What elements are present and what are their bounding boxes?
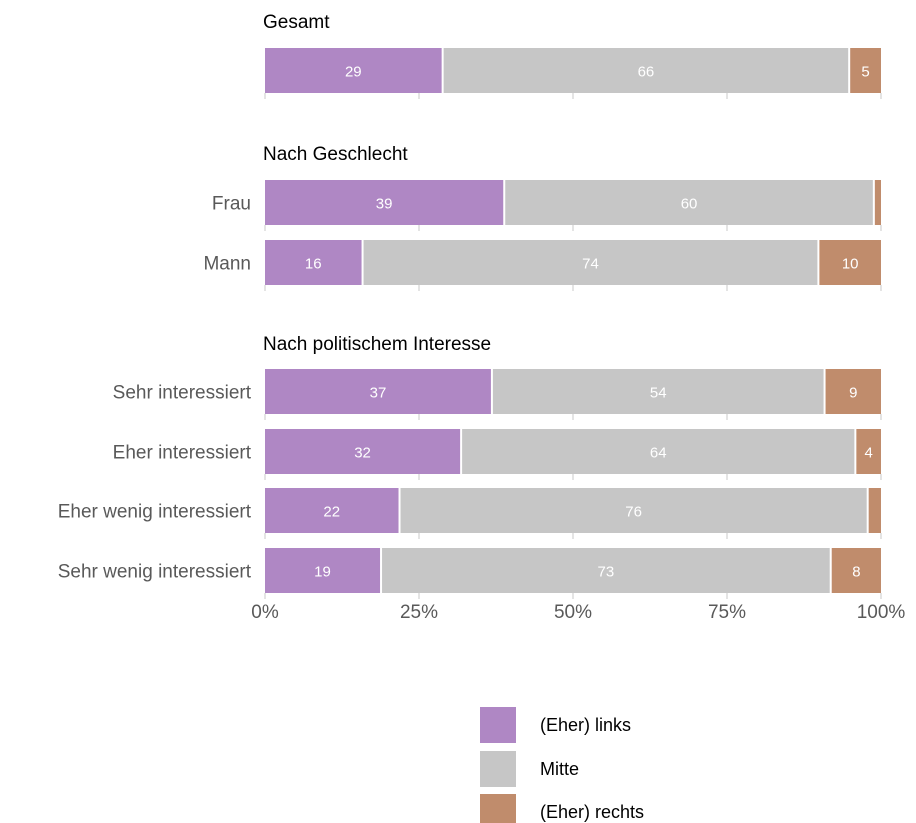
bar-segment xyxy=(400,488,867,533)
data-label: 29 xyxy=(345,64,362,81)
data-label: 8 xyxy=(852,564,860,581)
bar-segment xyxy=(874,180,881,225)
x-tick-label: 50% xyxy=(554,602,592,623)
bar-segment xyxy=(265,48,442,93)
bar-row: Frau 39 60 xyxy=(212,180,882,231)
x-axis: 0% 25% 50% 75% 100% xyxy=(251,602,905,623)
data-label: 22 xyxy=(323,504,340,521)
bar-row: Sehr wenig interessiert 19 73 8 xyxy=(58,548,882,599)
data-label: 37 xyxy=(370,385,387,402)
bar-row: Eher interessiert 32 64 4 xyxy=(113,429,882,480)
row-label: Mann xyxy=(203,254,251,275)
legend-swatch xyxy=(480,707,516,743)
row-label: Frau xyxy=(212,194,251,215)
data-label: 73 xyxy=(598,564,615,581)
row-label: Sehr interessiert xyxy=(113,383,252,404)
bar-segment xyxy=(492,369,824,414)
bar-segment xyxy=(825,369,881,414)
bar-segment xyxy=(443,48,849,93)
bar-segment xyxy=(505,180,873,225)
data-label: 66 xyxy=(638,64,655,81)
data-label: 76 xyxy=(625,504,642,521)
data-label: 5 xyxy=(861,64,869,81)
legend-item: (Eher) links xyxy=(480,707,631,743)
row-label: Eher interessiert xyxy=(113,443,252,464)
bar-segment xyxy=(831,548,881,593)
legend-label: (Eher) rechts xyxy=(540,802,644,822)
row-ticks xyxy=(264,285,882,291)
legend-swatch xyxy=(480,794,516,823)
bar-segment xyxy=(462,429,855,474)
data-label: 10 xyxy=(842,256,859,273)
bar-segment xyxy=(265,180,504,225)
bar-row: 29 66 5 xyxy=(264,48,882,99)
row-label: Sehr wenig interessiert xyxy=(58,562,252,583)
row-ticks xyxy=(264,533,882,539)
panel-2: Nach politischem Interesse Sehr interessi… xyxy=(58,334,882,599)
data-label: 32 xyxy=(354,445,371,462)
data-label: 60 xyxy=(681,196,698,213)
legend-label: Mitte xyxy=(540,759,579,779)
data-label: 16 xyxy=(305,256,322,273)
bar-segment xyxy=(850,48,881,93)
bar-segment xyxy=(856,429,881,474)
legend-label: (Eher) links xyxy=(540,715,631,735)
panel-title: Nach politischem Interesse xyxy=(263,334,491,355)
row-ticks xyxy=(264,225,882,231)
legend-swatch xyxy=(480,751,516,787)
bar-row: Mann 16 74 10 xyxy=(203,240,882,291)
row-label: Eher wenig interessiert xyxy=(58,502,252,523)
bar-segment xyxy=(265,488,399,533)
x-tick-label: 25% xyxy=(400,602,438,623)
legend: (Eher) links Mitte (Eher) rechts xyxy=(480,707,644,823)
row-ticks xyxy=(264,593,882,599)
panel-title: Nach Geschlecht xyxy=(263,144,408,165)
data-label: 54 xyxy=(650,385,667,402)
x-tick-label: 100% xyxy=(857,602,906,623)
data-label: 39 xyxy=(376,196,393,213)
chart-panels: Gesamt 29 66 5 Nach Geschlecht Frau 39 60 Mann 16… xyxy=(58,12,882,599)
legend-item: (Eher) rechts xyxy=(480,794,644,823)
bar-row: Sehr interessiert 37 54 9 xyxy=(113,369,882,420)
data-label: 9 xyxy=(849,385,857,402)
bar-segment xyxy=(265,240,362,285)
row-ticks xyxy=(264,474,882,480)
data-label: 64 xyxy=(650,445,667,462)
bar-segment xyxy=(819,240,881,285)
bar-segment xyxy=(265,429,461,474)
data-label: 74 xyxy=(582,256,599,273)
bar-segment xyxy=(265,548,381,593)
panel-title: Gesamt xyxy=(263,12,330,33)
bar-segment xyxy=(363,240,818,285)
data-label: 19 xyxy=(314,564,331,581)
panel-0: Gesamt 29 66 5 xyxy=(263,12,882,99)
data-label: 4 xyxy=(865,445,873,462)
row-ticks xyxy=(264,414,882,420)
bar-row: Eher wenig interessiert 22 76 xyxy=(58,488,882,539)
legend-item: Mitte xyxy=(480,751,579,787)
x-tick-label: 75% xyxy=(708,602,746,623)
row-ticks xyxy=(264,93,882,99)
bar-segment xyxy=(382,548,830,593)
panel-1: Nach Geschlecht Frau 39 60 Mann 16 74 10 xyxy=(203,144,882,291)
bar-segment xyxy=(868,488,881,533)
bar-segment xyxy=(265,369,491,414)
x-tick-label: 0% xyxy=(251,602,279,623)
